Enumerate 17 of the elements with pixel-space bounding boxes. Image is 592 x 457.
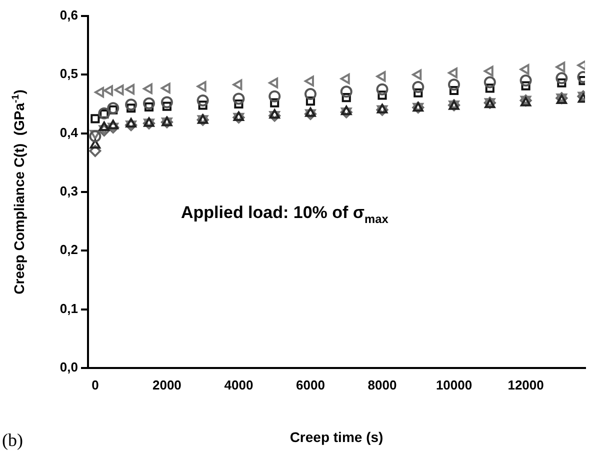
y-tick-label: 0,1 bbox=[60, 300, 78, 316]
x-tick-label: 0 bbox=[92, 377, 99, 392]
y-tick-label: 0,2 bbox=[60, 242, 78, 258]
y-tick-label: 0,3 bbox=[60, 184, 78, 199]
x-tick-label: 8000 bbox=[368, 377, 397, 392]
x-tick-label: 6000 bbox=[296, 377, 325, 392]
x-tick-label: 12000 bbox=[508, 377, 544, 392]
y-tick-label: 0,4 bbox=[60, 124, 79, 140]
text: (b) bbox=[2, 430, 23, 450]
x-tick-label: 10000 bbox=[436, 377, 472, 392]
y-tick-label: 0,6 bbox=[60, 8, 78, 23]
y-tick-label: 0,0 bbox=[60, 360, 78, 375]
x-tick-label: 2000 bbox=[152, 377, 182, 392]
y-axis-title: Creep Compliance C(t) (GPa-1) bbox=[10, 90, 27, 294]
x-axis-title: Creep time (s) bbox=[290, 429, 384, 445]
x-tick-label: 4000 bbox=[224, 377, 254, 392]
y-tick-label: 0,5 bbox=[60, 66, 78, 82]
